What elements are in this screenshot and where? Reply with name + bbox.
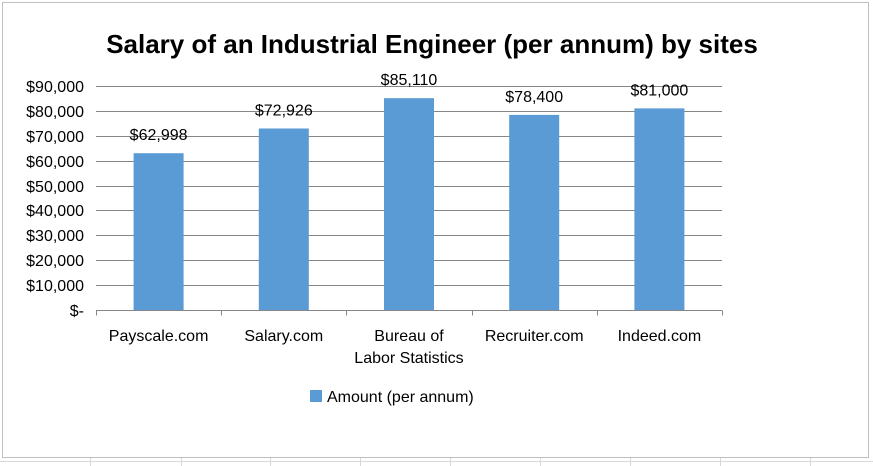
x-axis-category-labels: Payscale.com Salary.com Bureau of Labor Sta…	[109, 328, 701, 367]
chart-area[interactable]	[2, 2, 869, 458]
y-tick-label: $30,000	[26, 228, 84, 245]
category-label: Recruiter.com	[485, 328, 584, 345]
y-tick-label: $80,000	[26, 104, 84, 121]
data-label: $81,000	[630, 82, 688, 99]
legend-swatch	[310, 390, 322, 402]
category-label: Payscale.com	[109, 328, 209, 345]
data-label: $78,400	[505, 89, 563, 106]
legend[interactable]: Amount (per annum)	[310, 389, 474, 406]
y-tick-label: $-	[70, 303, 84, 320]
y-tick-label: $90,000	[26, 79, 84, 96]
category-label: Bureau of Labor Statistics	[354, 328, 463, 367]
x-axis	[96, 310, 723, 316]
category-label: Salary.com	[244, 328, 323, 345]
data-label: $72,926	[255, 102, 313, 119]
data-labels: $62,998 $72,926 $85,110 $78,400 $81,000	[130, 72, 689, 144]
bar[interactable]	[258, 128, 309, 310]
bar[interactable]	[634, 108, 685, 311]
legend-label: Amount (per annum)	[327, 389, 474, 406]
y-tick-label: $20,000	[26, 253, 84, 270]
y-tick-label: $40,000	[26, 203, 84, 220]
data-label: $62,998	[130, 127, 188, 144]
y-tick-label: $70,000	[26, 129, 84, 146]
bar[interactable]	[384, 98, 434, 310]
y-tick-label: $50,000	[26, 179, 84, 196]
data-label: $85,110	[381, 72, 438, 89]
bar[interactable]	[509, 114, 560, 310]
y-tick-label: $10,000	[26, 278, 84, 295]
chart-title: Salary of an Industrial Engineer (per an…	[106, 29, 758, 59]
y-axis-tick-labels: $- $10,000 $20,000 $30,000 $40,000 $50,000 $60…	[26, 79, 84, 320]
y-tick-label: $60,000	[26, 154, 84, 171]
bar[interactable]	[133, 153, 184, 310]
category-label: Indeed.com	[618, 328, 702, 345]
bars	[133, 98, 685, 311]
